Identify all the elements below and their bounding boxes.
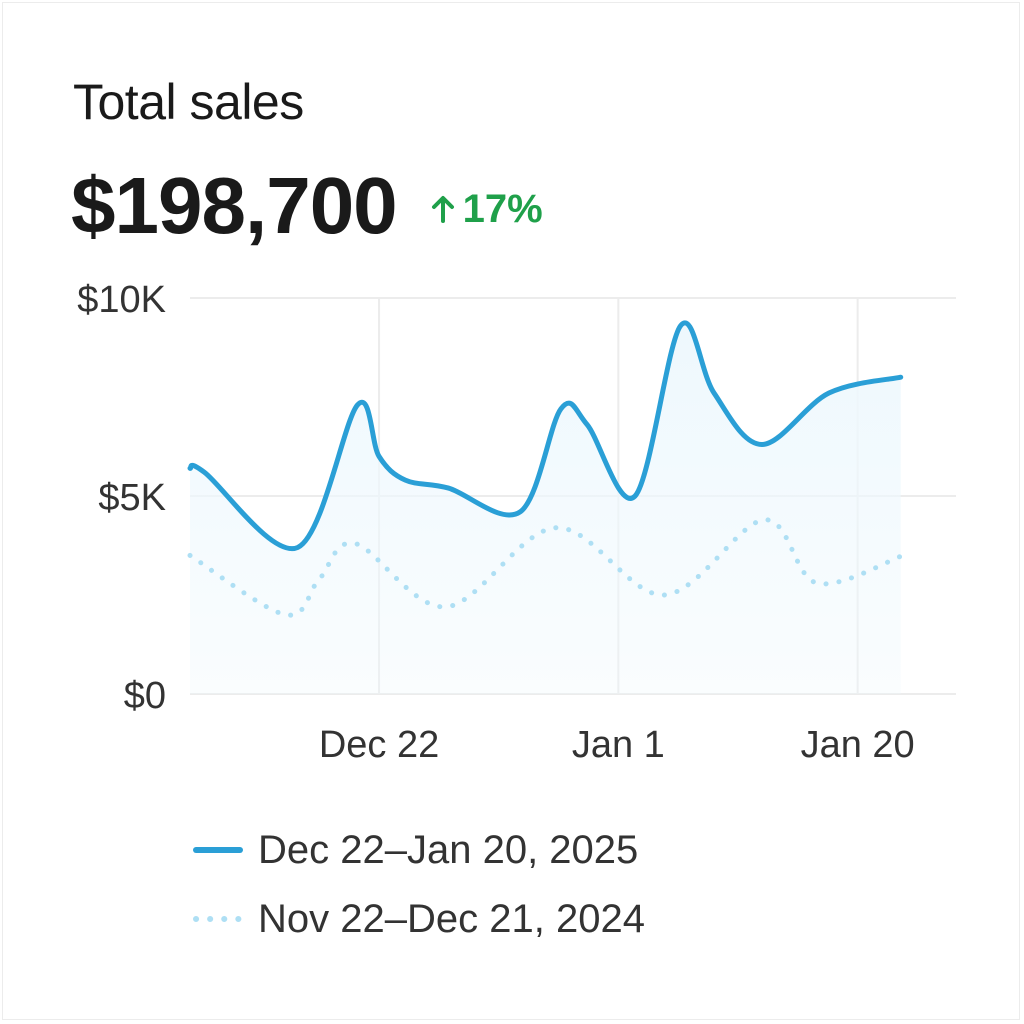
y-tick-label: $5K: [98, 477, 166, 519]
legend-dotted-swatch: [193, 916, 243, 922]
arrow-up-icon: [431, 196, 454, 223]
y-tick-label: $0: [124, 675, 166, 717]
previous-period-line: [187, 517, 906, 618]
x-tick-label: Jan 1: [572, 724, 665, 766]
card-title: Total sales: [73, 74, 304, 130]
y-tick-label: $10K: [77, 279, 166, 321]
change-badge: 17%: [431, 185, 543, 233]
series-area-fill: [190, 322, 901, 694]
current-period-line: [187, 320, 904, 552]
total-sales-value: $198,700: [71, 161, 398, 250]
metric-row: $198,700 17%: [71, 161, 543, 251]
x-tick-label: Dec 22: [319, 724, 439, 766]
x-tick-label: Jan 20: [801, 724, 915, 766]
change-percent: 17%: [462, 187, 543, 231]
legend-label: Nov 22–Dec 21, 2024: [258, 897, 645, 941]
legend-solid-swatch: [193, 847, 243, 853]
legend-item: Dec 22–Jan 20, 2025: [192, 822, 645, 878]
legend-item: Nov 22–Dec 21, 2024: [192, 891, 645, 947]
chart-legend: Dec 22–Jan 20, 2025 Nov 22–Dec 21, 2024: [192, 822, 645, 960]
legend-label: Dec 22–Jan 20, 2025: [258, 828, 639, 872]
